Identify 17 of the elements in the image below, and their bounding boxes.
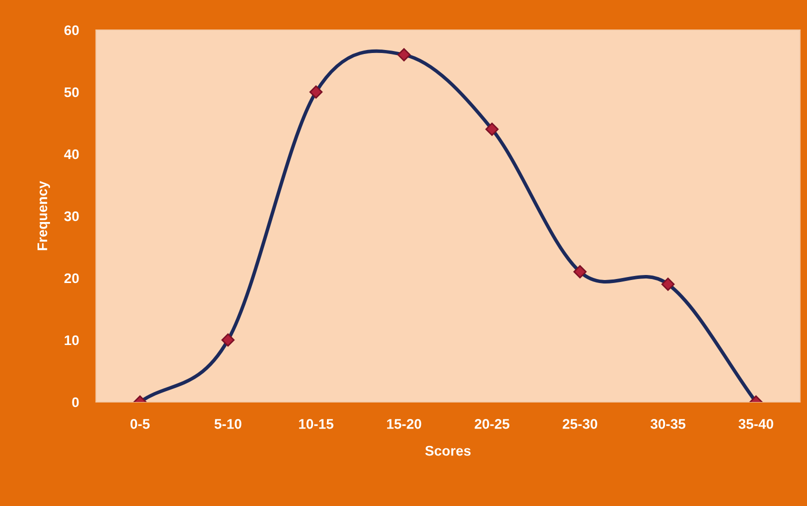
y-tick-label: 10 [64, 335, 79, 346]
y-tick-label: 50 [64, 87, 79, 98]
x-tick-label: 25-30 [562, 419, 598, 429]
x-tick-label: 5-10 [214, 419, 242, 429]
x-tick-label: 10-15 [299, 419, 334, 429]
y-tick-label: 0 [72, 397, 79, 408]
y-tick-label: 20 [64, 273, 79, 284]
y-tick-label: 30 [64, 211, 79, 222]
y-axis-title: Frequency [38, 180, 50, 250]
x-tick-label: 30-35 [650, 419, 686, 429]
x-tick-label: 20-25 [474, 419, 510, 429]
y-tick-label: 60 [64, 25, 79, 36]
x-axis-title: Scores [425, 446, 471, 456]
x-tick-label: 0-5 [130, 419, 150, 429]
x-tick-label: 35-40 [738, 419, 774, 429]
x-tick-label: 15-20 [387, 419, 422, 429]
y-tick-label: 40 [64, 149, 79, 160]
